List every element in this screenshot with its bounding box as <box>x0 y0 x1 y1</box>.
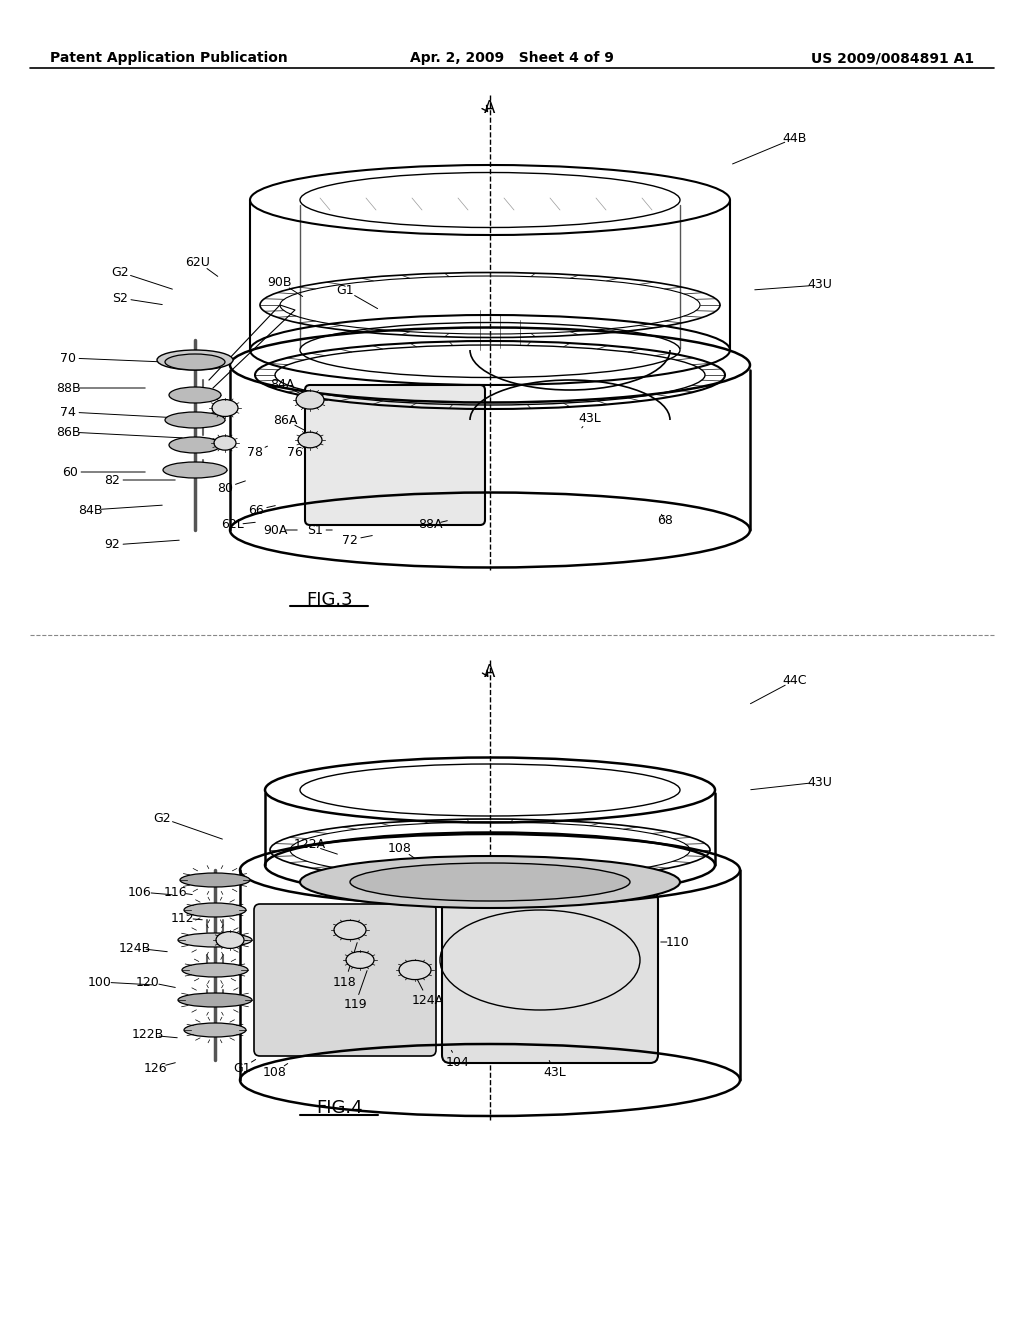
Text: G2: G2 <box>154 812 171 825</box>
Text: S1: S1 <box>307 524 323 536</box>
Ellipse shape <box>165 412 225 428</box>
Ellipse shape <box>216 932 244 948</box>
Ellipse shape <box>334 920 366 940</box>
Text: 90B: 90B <box>267 276 292 289</box>
Text: 122A: 122A <box>294 838 326 851</box>
Text: G1: G1 <box>336 284 354 297</box>
FancyBboxPatch shape <box>442 892 658 1063</box>
FancyBboxPatch shape <box>254 904 436 1056</box>
Ellipse shape <box>214 436 236 450</box>
Text: 82: 82 <box>104 474 120 487</box>
Text: 120: 120 <box>136 975 160 989</box>
Ellipse shape <box>178 993 252 1007</box>
Text: 108: 108 <box>388 842 412 854</box>
Text: US 2009/0084891 A1: US 2009/0084891 A1 <box>811 51 974 65</box>
Text: G2: G2 <box>112 265 129 279</box>
Text: 43L: 43L <box>579 412 601 425</box>
Text: 90A: 90A <box>263 524 287 536</box>
Text: 124A: 124A <box>412 994 444 1006</box>
Text: 84A: 84A <box>269 379 294 392</box>
Text: 43L: 43L <box>544 1065 566 1078</box>
Ellipse shape <box>184 903 246 917</box>
Text: 92: 92 <box>104 539 120 552</box>
Text: 43U: 43U <box>808 776 833 788</box>
Text: FIG.3: FIG.3 <box>306 591 353 609</box>
Text: 112: 112 <box>170 912 194 924</box>
Text: 118: 118 <box>333 975 357 989</box>
Text: 80: 80 <box>217 482 233 495</box>
Ellipse shape <box>157 350 233 370</box>
Text: 72: 72 <box>342 533 358 546</box>
FancyBboxPatch shape <box>305 385 485 525</box>
Text: 62L: 62L <box>220 519 244 532</box>
Text: 122B: 122B <box>132 1028 164 1041</box>
Text: 70: 70 <box>60 351 76 364</box>
Ellipse shape <box>163 462 227 478</box>
Text: 126: 126 <box>143 1061 167 1074</box>
Ellipse shape <box>180 873 250 887</box>
Text: 106: 106 <box>128 886 152 899</box>
Text: 66: 66 <box>248 503 264 516</box>
Text: 86A: 86A <box>272 413 297 426</box>
Text: 119: 119 <box>343 998 367 1011</box>
Ellipse shape <box>346 952 374 969</box>
Text: S2: S2 <box>112 292 128 305</box>
Text: 44C: 44C <box>782 673 807 686</box>
Ellipse shape <box>212 400 238 416</box>
Text: 78: 78 <box>247 446 263 458</box>
Text: 74: 74 <box>60 405 76 418</box>
Ellipse shape <box>178 933 252 946</box>
Text: 60: 60 <box>62 466 78 479</box>
Text: FIG.4: FIG.4 <box>316 1100 364 1117</box>
Text: 110: 110 <box>667 936 690 949</box>
Ellipse shape <box>169 437 221 453</box>
Text: G1: G1 <box>233 1061 251 1074</box>
Text: 44B: 44B <box>782 132 807 144</box>
Text: 62U: 62U <box>185 256 211 268</box>
Text: 116: 116 <box>163 886 186 899</box>
Ellipse shape <box>169 387 221 403</box>
Ellipse shape <box>296 391 324 409</box>
Text: Apr. 2, 2009   Sheet 4 of 9: Apr. 2, 2009 Sheet 4 of 9 <box>410 51 614 65</box>
Text: 43U: 43U <box>808 279 833 292</box>
Text: 124B: 124B <box>119 941 152 954</box>
Text: Patent Application Publication: Patent Application Publication <box>50 51 288 65</box>
Text: 86B: 86B <box>55 425 80 438</box>
Text: 100: 100 <box>88 975 112 989</box>
Text: 108: 108 <box>263 1065 287 1078</box>
Ellipse shape <box>165 354 225 370</box>
Text: 84B: 84B <box>78 503 102 516</box>
Ellipse shape <box>184 1023 246 1038</box>
Ellipse shape <box>298 432 322 447</box>
Ellipse shape <box>399 961 431 979</box>
Ellipse shape <box>182 964 248 977</box>
Text: 88B: 88B <box>55 381 80 395</box>
Ellipse shape <box>350 863 630 902</box>
Text: A: A <box>484 663 496 681</box>
Text: 88A: 88A <box>418 519 442 532</box>
Ellipse shape <box>300 855 680 908</box>
Text: A: A <box>484 99 496 117</box>
Text: 68: 68 <box>657 513 673 527</box>
Text: 76: 76 <box>287 446 303 458</box>
Text: 104: 104 <box>446 1056 470 1068</box>
